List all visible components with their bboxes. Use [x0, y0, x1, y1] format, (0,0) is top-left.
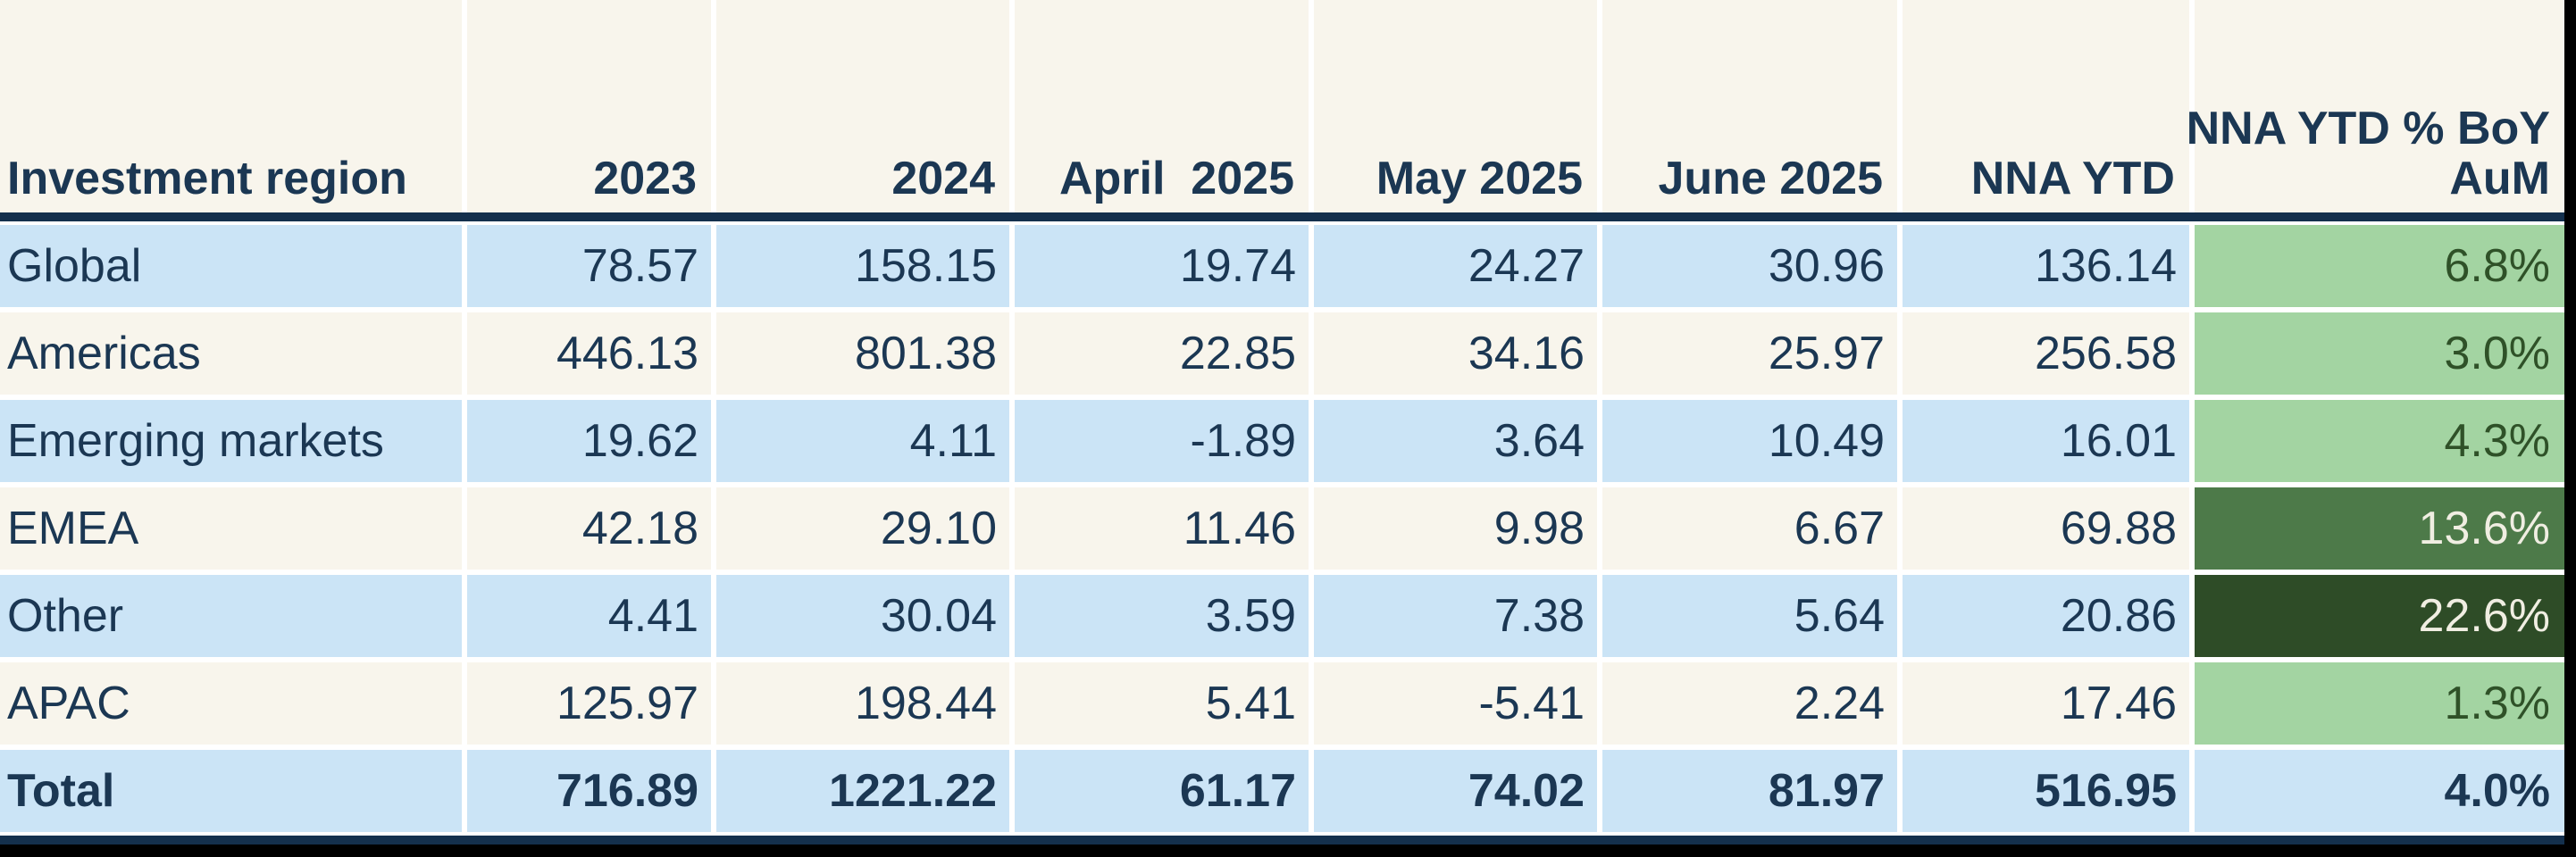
value-cell: 1221.22: [716, 750, 1009, 832]
col-header-line1: NNA YTD % BoY: [2186, 102, 2550, 154]
value-cell: 29.10: [716, 487, 1009, 570]
value-cell: 78.57: [467, 225, 711, 307]
table-row-emerging-markets: Emerging markets 19.62 4.11 -1.89 3.64 1…: [0, 400, 2564, 482]
value-cell: 74.02: [1314, 750, 1597, 832]
bottom-rule: [0, 836, 2564, 845]
value-cell: 5.64: [1602, 575, 1897, 657]
value-cell: 6.67: [1602, 487, 1897, 570]
pct-cell: 6.8%: [2195, 225, 2564, 307]
value-cell: 4.41: [467, 575, 711, 657]
value-cell: 24.27: [1314, 225, 1597, 307]
col-header-april-2025: April 2025: [1015, 0, 1309, 212]
value-cell: 10.49: [1602, 400, 1897, 482]
table-row-apac: APAC 125.97 198.44 5.41 -5.41 2.24 17.46…: [0, 662, 2564, 745]
region-cell: Emerging markets: [0, 400, 462, 482]
col-header-line2: AuM: [2449, 152, 2550, 204]
pct-cell: 1.3%: [2195, 662, 2564, 745]
table-row-global: Global 78.57 158.15 19.74 24.27 30.96 13…: [0, 225, 2564, 307]
value-cell: 198.44: [716, 662, 1009, 745]
table-body: Global 78.57 158.15 19.74 24.27 30.96 13…: [0, 225, 2564, 832]
value-cell: 20.86: [1903, 575, 2189, 657]
value-cell: 5.41: [1015, 662, 1309, 745]
pct-cell: 22.6%: [2195, 575, 2564, 657]
pct-cell: 4.0%: [2195, 750, 2564, 832]
value-cell: 158.15: [716, 225, 1009, 307]
value-cell: 69.88: [1903, 487, 2189, 570]
table-row-emea: EMEA 42.18 29.10 11.46 9.98 6.67 69.88 1…: [0, 487, 2564, 570]
value-cell: 716.89: [467, 750, 711, 832]
value-cell: 16.01: [1903, 400, 2189, 482]
value-cell: 125.97: [467, 662, 711, 745]
col-header-nna-ytd-pct-boy-aum: NNA YTD % BoY AuM: [2187, 0, 2564, 212]
value-cell: 4.11: [716, 400, 1009, 482]
col-header-nna-ytd: NNA YTD: [1903, 0, 2189, 212]
pct-cell: 3.0%: [2195, 312, 2564, 395]
value-cell: 3.64: [1314, 400, 1597, 482]
value-cell: 801.38: [716, 312, 1009, 395]
value-cell: 9.98: [1314, 487, 1597, 570]
value-cell: 22.85: [1015, 312, 1309, 395]
value-cell: 2.24: [1602, 662, 1897, 745]
value-cell: 11.46: [1015, 487, 1309, 570]
value-cell: 81.97: [1602, 750, 1897, 832]
region-cell: Other: [0, 575, 462, 657]
value-cell: 7.38: [1314, 575, 1597, 657]
value-cell: 256.58: [1903, 312, 2189, 395]
table-row-total: Total 716.89 1221.22 61.17 74.02 81.97 5…: [0, 750, 2564, 832]
value-cell: 30.96: [1602, 225, 1897, 307]
pct-cell: 4.3%: [2195, 400, 2564, 482]
header-row: Investment region 2023 2024 April 2025 M…: [0, 0, 2564, 212]
col-header-may-2025: May 2025: [1314, 0, 1597, 212]
value-cell: 61.17: [1015, 750, 1309, 832]
col-header-2023: 2023: [467, 0, 711, 212]
value-cell: 3.59: [1015, 575, 1309, 657]
col-header-2024: 2024: [716, 0, 1009, 212]
value-cell: -1.89: [1015, 400, 1309, 482]
pct-cell: 13.6%: [2195, 487, 2564, 570]
region-cell: Global: [0, 225, 462, 307]
region-cell: EMEA: [0, 487, 462, 570]
header-rule: [0, 212, 2564, 221]
value-cell: 34.16: [1314, 312, 1597, 395]
value-cell: 516.95: [1903, 750, 2189, 832]
value-cell: 446.13: [467, 312, 711, 395]
value-cell: 19.74: [1015, 225, 1309, 307]
value-cell: 30.04: [716, 575, 1009, 657]
value-cell: 19.62: [467, 400, 711, 482]
col-header-june-2025: June 2025: [1602, 0, 1897, 212]
table-row-americas: Americas 446.13 801.38 22.85 34.16 25.97…: [0, 312, 2564, 395]
region-cell: Total: [0, 750, 462, 832]
value-cell: -5.41: [1314, 662, 1597, 745]
value-cell: 17.46: [1903, 662, 2189, 745]
value-cell: 25.97: [1602, 312, 1897, 395]
region-cell: APAC: [0, 662, 462, 745]
value-cell: 42.18: [467, 487, 711, 570]
col-header-investment-region: Investment region: [0, 0, 462, 212]
value-cell: 136.14: [1903, 225, 2189, 307]
table-row-other: Other 4.41 30.04 3.59 7.38 5.64 20.86 22…: [0, 575, 2564, 657]
region-cell: Americas: [0, 312, 462, 395]
